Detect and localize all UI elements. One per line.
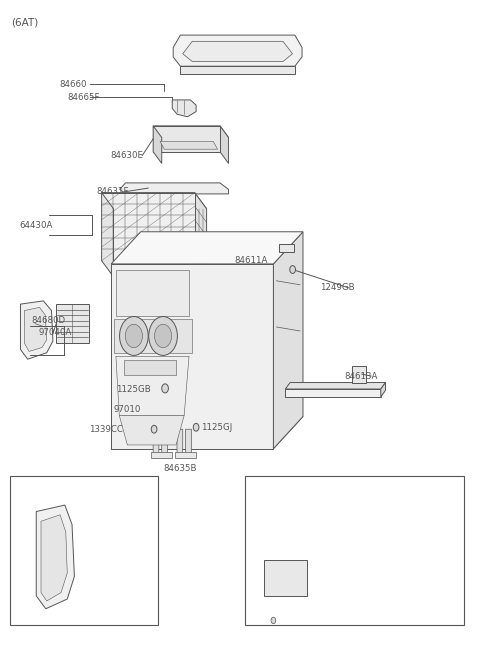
Text: 84631F: 84631F [96, 187, 128, 197]
Circle shape [162, 384, 168, 393]
Text: 64430A: 64430A [20, 221, 53, 230]
Text: 1125GB: 1125GB [116, 385, 151, 393]
Polygon shape [173, 35, 302, 66]
Circle shape [155, 324, 172, 348]
Polygon shape [102, 193, 195, 260]
Text: 84635B: 84635B [164, 464, 197, 473]
Polygon shape [160, 141, 217, 149]
Text: 1125GJ: 1125GJ [201, 422, 232, 432]
Bar [10, 476, 158, 625]
Polygon shape [279, 244, 294, 252]
Polygon shape [172, 100, 196, 117]
Circle shape [193, 423, 199, 431]
Polygon shape [285, 389, 381, 397]
Polygon shape [159, 394, 183, 413]
Polygon shape [195, 193, 206, 277]
Polygon shape [352, 367, 366, 383]
Polygon shape [378, 553, 384, 583]
Polygon shape [41, 515, 67, 601]
Polygon shape [119, 415, 184, 445]
Polygon shape [180, 66, 295, 74]
Bar [245, 476, 464, 625]
Text: (6AT): (6AT) [11, 17, 38, 27]
Polygon shape [153, 126, 162, 163]
Text: 84665F: 84665F [67, 93, 100, 102]
Polygon shape [153, 126, 228, 137]
Text: (W/O CONSOLE AIR VENT): (W/O CONSOLE AIR VENT) [15, 484, 119, 493]
Polygon shape [412, 553, 418, 583]
Polygon shape [102, 193, 206, 209]
Polygon shape [381, 383, 385, 397]
Polygon shape [376, 576, 397, 583]
Polygon shape [24, 307, 47, 352]
Circle shape [149, 316, 178, 355]
Polygon shape [116, 356, 189, 415]
Text: 84680D: 84680D [31, 316, 65, 325]
Polygon shape [186, 429, 192, 458]
Polygon shape [120, 183, 228, 194]
Text: 84635B: 84635B [254, 502, 288, 511]
Polygon shape [36, 505, 74, 609]
Circle shape [271, 617, 276, 624]
Polygon shape [153, 126, 220, 152]
Polygon shape [102, 193, 114, 277]
Polygon shape [409, 576, 431, 583]
Text: 84660: 84660 [60, 80, 87, 89]
Text: 84630E: 84630E [110, 151, 143, 160]
Polygon shape [21, 301, 53, 359]
Text: 95420N: 95420N [254, 547, 288, 556]
Polygon shape [161, 397, 180, 409]
Polygon shape [177, 429, 183, 458]
Polygon shape [124, 360, 176, 375]
Circle shape [151, 425, 157, 433]
Polygon shape [264, 560, 307, 596]
Circle shape [290, 266, 296, 273]
Polygon shape [162, 429, 168, 458]
Polygon shape [116, 270, 189, 316]
Polygon shape [220, 126, 228, 163]
Text: 97040A: 97040A [38, 328, 72, 337]
Polygon shape [274, 232, 303, 449]
Text: 84613A: 84613A [344, 372, 377, 381]
Text: (W/SMART KEY - FR DR): (W/SMART KEY - FR DR) [250, 484, 343, 493]
Text: 84680D: 84680D [29, 502, 63, 511]
Polygon shape [111, 417, 303, 449]
Polygon shape [111, 264, 274, 449]
Text: 97010: 97010 [114, 406, 141, 414]
Text: 1339CC: 1339CC [89, 424, 122, 434]
Polygon shape [183, 41, 292, 62]
Text: 84611A: 84611A [234, 256, 268, 265]
Polygon shape [56, 304, 89, 343]
Circle shape [125, 324, 143, 348]
Polygon shape [111, 232, 303, 264]
Circle shape [120, 316, 148, 355]
Polygon shape [114, 320, 192, 353]
Text: 1249GB: 1249GB [320, 283, 355, 292]
Polygon shape [151, 452, 172, 458]
Polygon shape [153, 429, 159, 458]
Polygon shape [387, 553, 393, 583]
Polygon shape [175, 452, 196, 458]
Polygon shape [285, 383, 385, 389]
Polygon shape [420, 553, 426, 583]
